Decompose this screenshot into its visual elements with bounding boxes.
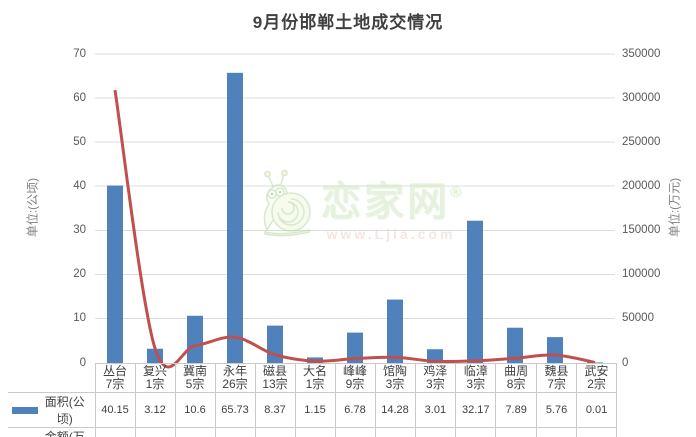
bar-丛台 bbox=[107, 185, 123, 363]
legend-amount: 金额(万元) bbox=[8, 427, 96, 437]
tick-left-label: 60 bbox=[73, 92, 86, 105]
value-cell-金额(万元)-馆陶: 5908 bbox=[374, 427, 416, 437]
tick-right-label: 200000 bbox=[622, 180, 661, 193]
legend-area: 面积(公顷) bbox=[8, 392, 96, 428]
table-corner-cell bbox=[8, 364, 95, 393]
bar-临漳 bbox=[467, 220, 483, 363]
value-cell-金额(万元)-曲周: 4804.93 bbox=[495, 427, 538, 437]
bar-峰峰 bbox=[347, 332, 363, 363]
value-cell-金额(万元)-冀南: 19047 bbox=[174, 427, 216, 437]
bar-馆陶 bbox=[387, 299, 403, 363]
value-cell-面积(公顷)-峰峰: 6.78 bbox=[334, 392, 376, 428]
value-cell-金额(万元)-大名: 1595 bbox=[294, 427, 336, 437]
category-header-魏县: 魏县 7宗 bbox=[536, 363, 578, 393]
value-cell-金额(万元)-磁县: 8852 bbox=[254, 427, 296, 437]
category-header-馆陶: 馆陶 3宗 bbox=[374, 363, 416, 393]
category-header-武安: 武安 2宗 bbox=[576, 363, 618, 393]
category-header-永年: 永年 26宗 bbox=[214, 363, 256, 393]
bar-武安 bbox=[587, 362, 603, 363]
value-cell-金额(万元)-复兴: 16100 bbox=[134, 427, 176, 437]
value-cell-面积(公顷)-馆陶: 14.28 bbox=[374, 392, 416, 428]
value-cell-金额(万元)-临漳: 1921 bbox=[455, 427, 497, 437]
value-cell-面积(公顷)-武安: 0.01 bbox=[576, 392, 618, 428]
tick-left-label: 0 bbox=[79, 356, 86, 369]
bar-冀南 bbox=[187, 315, 203, 363]
value-cell-面积(公顷)-复兴: 3.12 bbox=[134, 392, 176, 428]
value-cell-面积(公顷)-魏县: 5.76 bbox=[536, 392, 578, 428]
category-header-峰峰: 峰峰 9宗 bbox=[334, 363, 376, 393]
bar-魏县 bbox=[547, 337, 563, 363]
tick-right-label: 100000 bbox=[622, 268, 661, 281]
legend-label: 金额(万元) bbox=[44, 430, 85, 437]
value-cell-面积(公顷)-丛台: 40.15 bbox=[94, 392, 136, 428]
value-cell-面积(公顷)-鸡泽: 3.01 bbox=[414, 392, 457, 428]
tick-left-label: 70 bbox=[73, 48, 86, 60]
tick-right-label: 250000 bbox=[622, 136, 661, 149]
category-header-复兴: 复兴 1宗 bbox=[134, 363, 176, 393]
category-header-丛台: 丛台 7宗 bbox=[94, 363, 136, 393]
category-header-曲周: 曲周 8宗 bbox=[495, 363, 538, 393]
value-cell-金额(万元)-丛台: 309021 bbox=[94, 427, 136, 437]
value-cell-面积(公顷)-大名: 1.15 bbox=[294, 392, 336, 428]
tick-right-label: 350000 bbox=[622, 48, 661, 60]
category-header-冀南: 冀南 5宗 bbox=[174, 363, 216, 393]
chart-title: 9月份邯郸土地成交情况 bbox=[252, 13, 444, 32]
category-header-磁县: 磁县 13宗 bbox=[254, 363, 296, 393]
bar-曲周 bbox=[507, 327, 523, 363]
value-cell-面积(公顷)-曲周: 7.89 bbox=[495, 392, 538, 428]
tick-right-label: 50000 bbox=[622, 312, 654, 325]
tick-left-label: 30 bbox=[73, 224, 86, 237]
value-cell-金额(万元)-魏县: 8526 bbox=[536, 427, 578, 437]
value-cell-金额(万元)-峰峰: 4402 bbox=[334, 427, 376, 437]
category-header-鸡泽: 鸡泽 3宗 bbox=[414, 363, 457, 393]
value-cell-金额(万元)-鸡泽: 1391.25 bbox=[414, 427, 457, 437]
data-table: 丛台 7宗 复兴 1宗 冀南 5宗 永年 26宗 磁县 13宗 大名 1宗 峰峰 9宗 馆陶 3宗 鸡泽 3宗 临漳… bbox=[8, 363, 618, 437]
value-cell-金额(万元)-永年: 28715 bbox=[214, 427, 256, 437]
bar-legend-swatch-icon bbox=[12, 406, 38, 414]
tick-right-label: 300000 bbox=[622, 92, 661, 105]
bar-永年 bbox=[227, 72, 243, 364]
tick-right-label: 150000 bbox=[622, 224, 661, 237]
value-cell-面积(公顷)-冀南: 10.6 bbox=[174, 392, 216, 428]
value-cell-金额(万元)-武安: 9.45 bbox=[576, 427, 618, 437]
value-cell-面积(公顷)-临漳: 32.17 bbox=[455, 392, 497, 428]
category-header-大名: 大名 1宗 bbox=[294, 363, 336, 393]
tick-right-label: 0 bbox=[622, 356, 629, 369]
tick-left-label: 50 bbox=[73, 136, 86, 149]
tick-left-label: 10 bbox=[73, 312, 86, 325]
legend-label: 面积(公顷) bbox=[44, 395, 85, 426]
value-cell-面积(公顷)-磁县: 8.37 bbox=[254, 392, 296, 428]
tick-left-label: 20 bbox=[73, 268, 86, 281]
category-header-临漳: 临漳 3宗 bbox=[455, 363, 497, 393]
value-cell-面积(公顷)-永年: 65.73 bbox=[214, 392, 256, 428]
tick-left-label: 40 bbox=[73, 180, 86, 193]
